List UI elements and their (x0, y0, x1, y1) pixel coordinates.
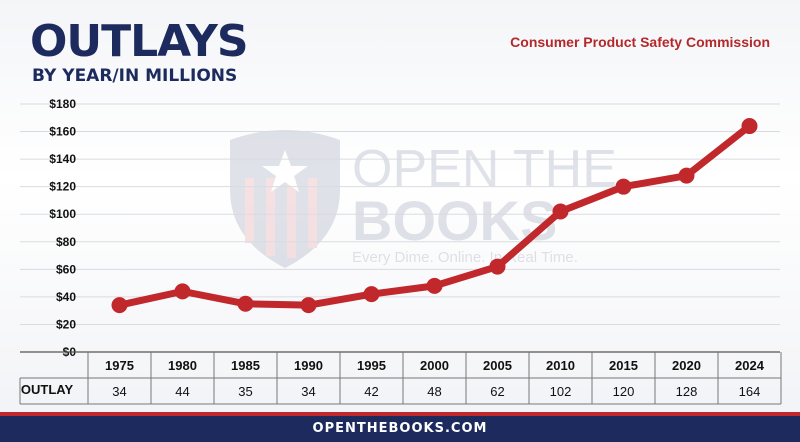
table-value-cell: 102 (550, 384, 572, 399)
data-point (678, 167, 695, 184)
table-value-cell: 62 (490, 384, 504, 399)
table-value-cell: 44 (175, 384, 189, 399)
watermark-line1: OPEN THE (352, 140, 617, 198)
watermark-shield-icon (230, 130, 340, 268)
y-tick-label: $80 (56, 235, 76, 249)
y-tick-labels: $0$20$40$60$80$100$120$140$160$180 (49, 97, 76, 359)
x-tick-label: 2005 (483, 358, 512, 373)
page-title: OUTLAYS (30, 16, 249, 67)
table-value-cell: 164 (739, 384, 761, 399)
data-point (741, 118, 758, 135)
footer-site-link[interactable]: OPENTHEBOOKS.COM (0, 416, 800, 442)
table-value-cell: 42 (364, 384, 378, 399)
table-value-cell: 120 (613, 384, 635, 399)
y-tick-label: $180 (49, 97, 76, 111)
data-point (237, 295, 254, 312)
table-row-label: OUTLAY (21, 382, 74, 397)
footer-stripe (0, 412, 800, 416)
x-tick-label: 1995 (357, 358, 386, 373)
table-value-cell: 128 (676, 384, 698, 399)
x-tick-label: 1975 (105, 358, 134, 373)
table-value-cells: 34 44 35 34 42 48 62 102 120 128 164 (112, 384, 760, 399)
data-point (174, 283, 191, 300)
data-point (426, 277, 443, 294)
table-value-cell: 35 (238, 384, 252, 399)
table-value-cell: 34 (112, 384, 126, 399)
table-value-cell: 34 (301, 384, 315, 399)
data-point (300, 297, 317, 314)
y-tick-label: $20 (56, 317, 76, 331)
x-tick-label: 1980 (168, 358, 197, 373)
x-tick-label: 1990 (294, 358, 323, 373)
page-subtitle: BY YEAR/IN MILLIONS (32, 66, 238, 86)
data-point (615, 178, 632, 195)
y-tick-label: $40 (56, 290, 76, 304)
watermark-tagline: Every Dime. Online. In Real Time. (352, 249, 578, 266)
y-tick-label: $140 (49, 152, 76, 166)
y-tick-label: $100 (49, 207, 76, 221)
x-tick-label: 2015 (609, 358, 638, 373)
data-point (552, 203, 569, 220)
table-value-cell: 48 (427, 384, 441, 399)
y-tick-label: $120 (49, 180, 76, 194)
table-lines (19, 351, 782, 405)
data-point (363, 286, 380, 303)
y-tick-label: $160 (49, 125, 76, 139)
watermark: OPEN THE BOOKS Every Dime. Online. In Re… (230, 130, 617, 268)
x-tick-label: 2010 (546, 358, 575, 373)
x-tick-labels: 1975 1980 1985 1990 1995 2000 2005 2010 2015 2020… (105, 358, 765, 373)
x-tick-label: 2020 (672, 358, 701, 373)
x-tick-label: 1985 (231, 358, 260, 373)
data-point (489, 258, 506, 275)
data-point (111, 297, 128, 314)
agency-name: Consumer Product Safety Commission (510, 34, 770, 50)
outlays-line-chart: OPEN THE BOOKS Every Dime. Online. In Re… (19, 97, 782, 405)
data-points (111, 118, 758, 314)
y-tick-label: $60 (56, 262, 76, 276)
x-tick-label: 2024 (735, 358, 765, 373)
x-tick-label: 2000 (420, 358, 449, 373)
